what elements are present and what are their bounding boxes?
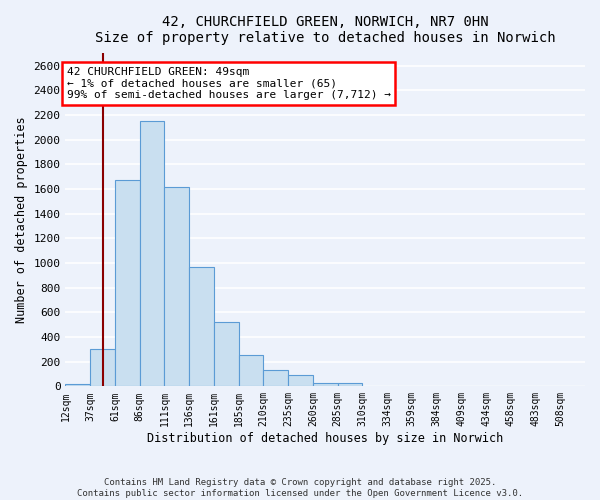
Bar	[288, 374, 313, 386]
Bar	[189, 266, 214, 386]
Text: 42 CHURCHFIELD GREEN: 49sqm
← 1% of detached houses are smaller (65)
99% of semi: 42 CHURCHFIELD GREEN: 49sqm ← 1% of deta…	[67, 67, 391, 100]
Text: Contains HM Land Registry data © Crown copyright and database right 2025.
Contai: Contains HM Land Registry data © Crown c…	[77, 478, 523, 498]
Bar	[90, 350, 115, 387]
Bar	[115, 180, 140, 386]
X-axis label: Distribution of detached houses by size in Norwich: Distribution of detached houses by size …	[147, 432, 503, 445]
Bar	[65, 384, 90, 386]
Title: 42, CHURCHFIELD GREEN, NORWICH, NR7 0HN
Size of property relative to detached ho: 42, CHURCHFIELD GREEN, NORWICH, NR7 0HN …	[95, 15, 556, 45]
Bar	[214, 322, 239, 386]
Bar	[140, 121, 164, 386]
Bar	[239, 355, 263, 386]
Bar	[164, 186, 189, 386]
Bar	[313, 383, 338, 386]
Bar	[338, 382, 362, 386]
Y-axis label: Number of detached properties: Number of detached properties	[15, 116, 28, 323]
Bar	[263, 370, 288, 386]
